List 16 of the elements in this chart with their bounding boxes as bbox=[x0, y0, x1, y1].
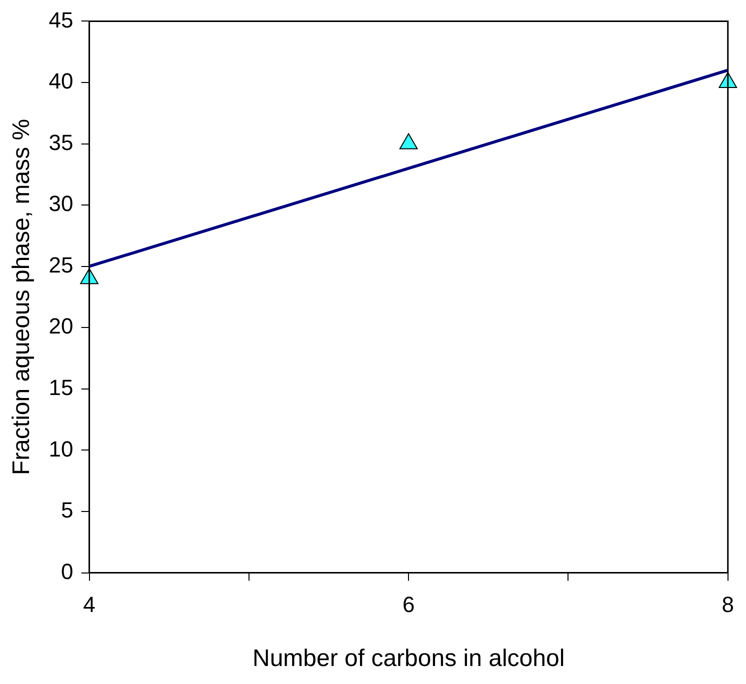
y-tick-label: 15 bbox=[48, 374, 74, 400]
point bbox=[399, 133, 418, 150]
y-tick-label: 30 bbox=[48, 191, 74, 216]
y-tick-label: 10 bbox=[48, 436, 74, 462]
y-tick-label: 35 bbox=[48, 130, 74, 155]
x-tick-label: 6 bbox=[402, 592, 415, 618]
y-tick-label: 45 bbox=[48, 7, 74, 32]
x-tick-label: 8 bbox=[722, 592, 734, 618]
y-tick-label: 25 bbox=[48, 252, 74, 278]
y-tick-label: 0 bbox=[61, 558, 74, 584]
x-axis-title: Number of carbons in alcohol bbox=[252, 645, 565, 672]
y-axis-title: Fraction aqueous phase, mass % bbox=[8, 118, 36, 476]
y-tick-label: 40 bbox=[48, 68, 74, 94]
y-tick-label: 5 bbox=[61, 498, 74, 523]
x-tick-label: 4 bbox=[83, 592, 96, 618]
y-tick-label: 20 bbox=[48, 314, 74, 339]
